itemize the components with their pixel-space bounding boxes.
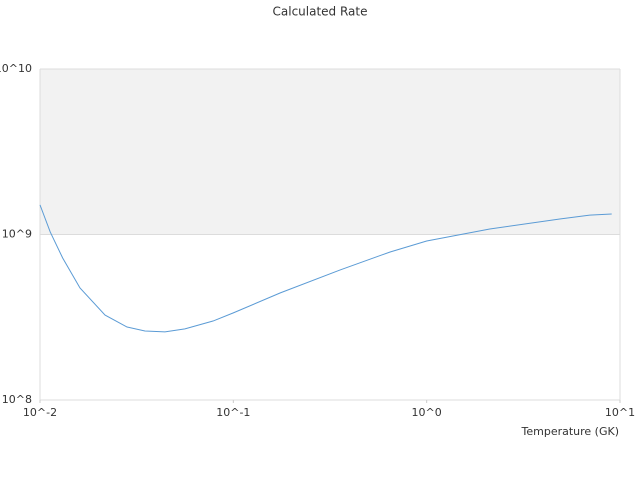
- x-axis-label: Temperature (GK): [521, 425, 620, 438]
- chart-title: Calculated Rate: [273, 5, 368, 19]
- x-tick-label: 10^0: [412, 406, 442, 419]
- y-tick-label: 10^9: [2, 228, 32, 241]
- y-tick-label: 10^8: [2, 393, 32, 406]
- x-tick-label: 10^-1: [216, 406, 250, 419]
- line: [39, 204, 612, 333]
- x-tick-label: 10^-2: [23, 406, 57, 419]
- x-tick-label: 10^1: [605, 406, 635, 419]
- grid-band: [40, 69, 620, 235]
- y-tick-label: 10^10: [0, 62, 32, 75]
